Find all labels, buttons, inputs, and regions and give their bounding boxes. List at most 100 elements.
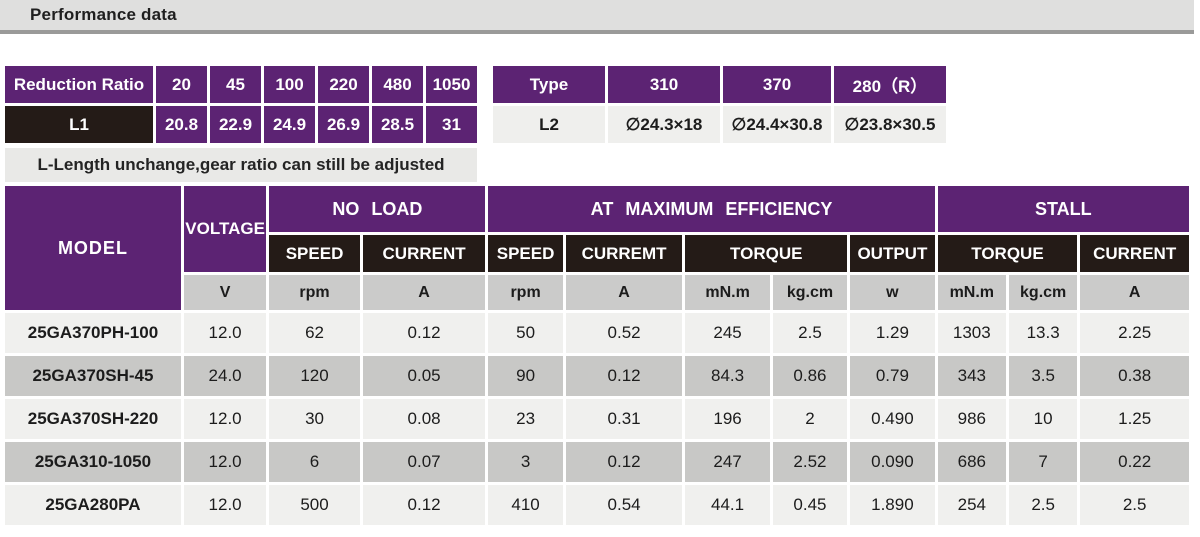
column-header-model: MODEL: [5, 186, 181, 310]
table-cell: 13.3: [1008, 313, 1078, 353]
model-name: 25GA310-1050: [5, 442, 181, 482]
table-cell: 0.54: [565, 485, 683, 525]
type-dimension-table: Type 310 370 280（R） L2 ∅24.3×18 ∅24.4×30…: [490, 63, 949, 146]
table-cell: 0.86: [772, 356, 848, 396]
unit-eff-speed: rpm: [488, 275, 563, 310]
l1-length-value: 26.9: [318, 106, 369, 143]
table-cell: 120: [269, 356, 360, 396]
table-row: 25GA310-1050 12.0 6 0.07 3 0.12 247 2.52…: [5, 442, 1189, 482]
table-cell: 23: [488, 399, 563, 439]
page-title: Performance data: [30, 5, 177, 24]
unit-eff-torque-mnm: mN.m: [685, 275, 770, 310]
sub-header-stall-torque: TORQUE: [937, 235, 1078, 272]
sub-header-stall-current: CURRENT: [1080, 235, 1189, 272]
table-cell: 500: [269, 485, 360, 525]
table-cell: 2.5: [1008, 485, 1078, 525]
table-cell: 2.5: [772, 313, 848, 353]
table-cell: 84.3: [685, 356, 770, 396]
table-cell: 0.22: [1080, 442, 1189, 482]
table-cell: 12.0: [183, 442, 267, 482]
table-cell: 0.08: [362, 399, 486, 439]
reduction-ratio-value: 100: [264, 66, 315, 103]
length-note: L-Length unchange,gear ratio can still b…: [5, 148, 477, 182]
l1-row-label: L1: [5, 106, 153, 143]
unit-stall-torque-mnm: mN.m: [937, 275, 1006, 310]
table-cell: 0.38: [1080, 356, 1189, 396]
reduction-ratio-value: 20: [156, 66, 207, 103]
l1-length-value: 28.5: [372, 106, 423, 143]
l2-dimension-value: ∅23.8×30.5: [834, 106, 946, 143]
table-cell: 12.0: [183, 399, 267, 439]
l1-length-value: 31: [426, 106, 477, 143]
table-cell: 1.25: [1080, 399, 1189, 439]
table-cell: 0.79: [850, 356, 935, 396]
table-cell: 410: [488, 485, 563, 525]
reduction-ratio-value: 480: [372, 66, 423, 103]
model-name: 25GA370SH-220: [5, 399, 181, 439]
unit-voltage: V: [183, 275, 267, 310]
group-header-stall: STALL: [937, 186, 1189, 232]
table-cell: 247: [685, 442, 770, 482]
sub-header-eff-torque: TORQUE: [685, 235, 848, 272]
table-cell: 1.29: [850, 313, 935, 353]
sub-header-eff-speed: SPEED: [488, 235, 563, 272]
l2-dimension-value: ∅24.3×18: [608, 106, 720, 143]
table-cell: 1303: [937, 313, 1006, 353]
table-cell: 245: [685, 313, 770, 353]
sub-header-eff-current: CURREMT: [565, 235, 683, 272]
type-header: Type: [493, 66, 605, 103]
table-row: 25GA370SH-45 24.0 120 0.05 90 0.12 84.3 …: [5, 356, 1189, 396]
table-cell: 0.05: [362, 356, 486, 396]
table-cell: 0.490: [850, 399, 935, 439]
column-header-voltage: VOLTAGE: [183, 186, 267, 272]
model-name: 25GA370PH-100: [5, 313, 181, 353]
l2-row-label: L2: [493, 106, 605, 143]
l1-length-value: 24.9: [264, 106, 315, 143]
table-cell: 90: [488, 356, 563, 396]
table-cell: 196: [685, 399, 770, 439]
table-row: 25GA370SH-220 12.0 30 0.08 23 0.31 196 2…: [5, 399, 1189, 439]
unit-eff-output: w: [850, 275, 935, 310]
table-cell: 50: [488, 313, 563, 353]
table-cell: 2.52: [772, 442, 848, 482]
reduction-ratio-value: 45: [210, 66, 261, 103]
table-cell: 0.12: [362, 485, 486, 525]
sub-header-eff-output: OUTPUT: [850, 235, 935, 272]
table-cell: 0.31: [565, 399, 683, 439]
model-name: 25GA370SH-45: [5, 356, 181, 396]
reduction-ratio-header: Reduction Ratio: [5, 66, 153, 103]
reduction-ratio-value: 1050: [426, 66, 477, 103]
table-cell: 10: [1008, 399, 1078, 439]
unit-no-load-speed: rpm: [269, 275, 360, 310]
type-value: 310: [608, 66, 720, 103]
table-cell: 44.1: [685, 485, 770, 525]
sub-header-no-load-current: CURRENT: [362, 235, 486, 272]
unit-eff-current: A: [565, 275, 683, 310]
section-title-bar: Performance data: [0, 0, 1194, 34]
table-cell: 62: [269, 313, 360, 353]
l1-length-value: 22.9: [210, 106, 261, 143]
table-cell: 24.0: [183, 356, 267, 396]
reduction-ratio-table: Reduction Ratio 20 45 100 220 480 1050 L…: [2, 63, 480, 146]
group-header-max-efficiency: AT MAXIMUM EFFICIENCY: [488, 186, 935, 232]
unit-no-load-current: A: [362, 275, 486, 310]
group-header-no-load: NO LOAD: [269, 186, 486, 232]
table-cell: 986: [937, 399, 1006, 439]
table-cell: 0.45: [772, 485, 848, 525]
table-cell: 343: [937, 356, 1006, 396]
table-row: 25GA280PA 12.0 500 0.12 410 0.54 44.1 0.…: [5, 485, 1189, 525]
table-cell: 254: [937, 485, 1006, 525]
table-cell: 0.12: [565, 442, 683, 482]
performance-table: MODEL VOLTAGE NO LOAD AT MAXIMUM EFFICIE…: [2, 183, 1192, 528]
table-cell: 12.0: [183, 485, 267, 525]
table-cell: 12.0: [183, 313, 267, 353]
model-name: 25GA280PA: [5, 485, 181, 525]
sub-header-no-load-speed: SPEED: [269, 235, 360, 272]
type-value: 370: [723, 66, 831, 103]
table-cell: 0.090: [850, 442, 935, 482]
table-cell: 3: [488, 442, 563, 482]
l2-dimension-value: ∅24.4×30.8: [723, 106, 831, 143]
table-cell: 686: [937, 442, 1006, 482]
table-row: 25GA370PH-100 12.0 62 0.12 50 0.52 245 2…: [5, 313, 1189, 353]
table-cell: 0.52: [565, 313, 683, 353]
